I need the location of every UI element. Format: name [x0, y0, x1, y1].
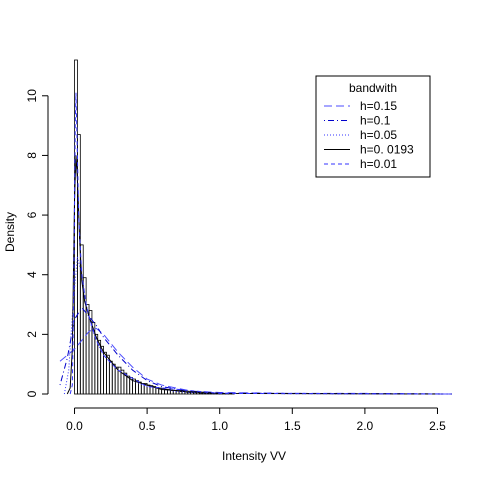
axes: 0.0 0.5 1.0 1.5 2.0 2.5 0 2 4 6 8 10 — [25, 89, 446, 433]
density-curve — [69, 92, 438, 395]
legend-label: h=0.01 — [360, 157, 397, 171]
legend-label: h=0. 0193 — [360, 143, 414, 157]
legend-label: h=0.15 — [360, 99, 397, 113]
y-tick-label: 2 — [25, 331, 39, 338]
y-tick-label: 0 — [25, 390, 39, 397]
y-tick-label: 6 — [25, 211, 39, 218]
density-curve — [63, 256, 453, 395]
density-curves — [59, 92, 453, 395]
y-tick-label: 4 — [25, 271, 39, 278]
density-curve — [66, 155, 438, 395]
legend-label: h=0.05 — [360, 128, 397, 142]
x-tick-label: 2.0 — [357, 419, 374, 433]
x-tick-label: 2.5 — [429, 419, 446, 433]
x-tick-label: 0.5 — [139, 419, 156, 433]
legend-box — [315, 75, 431, 178]
legend-label: h=0.1 — [360, 114, 391, 128]
y-tick-label: 10 — [25, 89, 39, 103]
legend-title: bandwith — [349, 81, 397, 95]
legend: bandwith h=0.15h=0.1h=0.05h=0. 0193h=0.0… — [315, 75, 431, 178]
density-curve — [59, 306, 453, 395]
x-axis-label: Intensity VV — [222, 449, 286, 463]
histogram-bars — [74, 59, 235, 395]
y-tick-label: 8 — [25, 152, 39, 159]
y-axis-label: Density — [3, 212, 17, 252]
x-tick-label: 0.0 — [66, 419, 83, 433]
x-tick-label: 1.0 — [211, 419, 228, 433]
x-tick-label: 1.5 — [284, 419, 301, 433]
histogram-bar — [207, 392, 212, 395]
